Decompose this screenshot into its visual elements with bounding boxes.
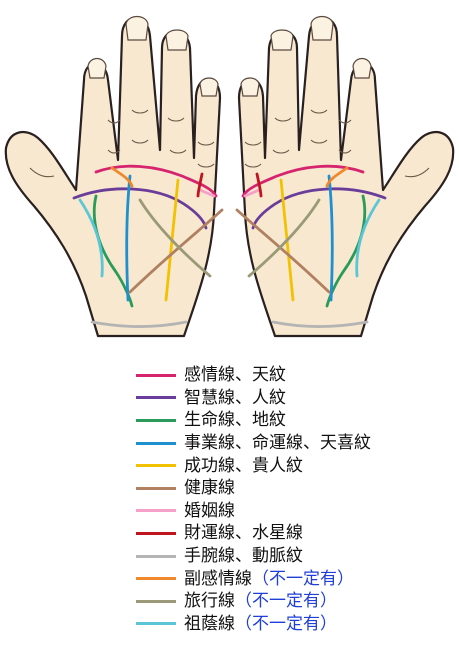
legend: 感情線、天紋 智慧線、人紋 生命線、地紋 事業線、命運線、天喜紋 成功線、貴人紋… (136, 364, 446, 635)
heart-line-mark (241, 164, 365, 198)
finger-crease (310, 139, 328, 144)
finger-crease (274, 117, 292, 122)
fingernail (199, 77, 219, 97)
fingernail (165, 29, 189, 51)
finger-crease (338, 119, 352, 124)
fate-line-label: 事業線、命運線、天喜紋 (184, 433, 371, 454)
ancestral-line-mark (355, 198, 381, 278)
finger-crease (197, 163, 215, 168)
wrist-line-mark (271, 320, 369, 328)
finger-crease (197, 141, 215, 146)
legend-item-heart-line: 感情線、天紋 (136, 364, 446, 387)
health-line-mark (128, 208, 224, 294)
fingernail (240, 77, 260, 97)
health-line-swatch (136, 486, 176, 490)
finger-crease (107, 149, 121, 154)
wealth-line-mark (196, 172, 204, 198)
head-line-mark (72, 187, 208, 230)
fingernail (352, 57, 372, 79)
legend-item-ancestral-line: 祖蔭線（不一定有） (136, 613, 446, 636)
right-hand (235, 15, 455, 338)
finger-crease (310, 109, 328, 114)
health-line-label: 健康線 (184, 478, 235, 499)
secondary-heart-line-label: 副感情線 (184, 568, 252, 589)
finger-crease (169, 149, 187, 154)
finger-crease (131, 109, 149, 114)
life-line-label: 生命線、地紋 (184, 410, 286, 431)
fingernail (87, 57, 107, 79)
finger-crease (404, 167, 430, 178)
fate-line-swatch (136, 441, 176, 445)
ancestral-line-swatch (136, 622, 176, 626)
heart-line-mark (94, 164, 218, 198)
fate-line-mark (327, 174, 334, 302)
fingernail (310, 15, 334, 41)
wrist-line-mark (90, 320, 188, 328)
ancestral-line-label: 祖蔭線 (184, 613, 235, 634)
legend-item-health-line: 健康線 (136, 477, 446, 500)
legend-item-wealth-line: 財運線、水星線 (136, 522, 446, 545)
travel-line-note: （不一定有） (235, 591, 337, 612)
finger-crease (167, 117, 185, 122)
life-line-swatch (136, 418, 176, 422)
wealth-line-label: 財運線、水星線 (184, 523, 303, 544)
travel-line-mark (138, 198, 212, 278)
heart-line-label: 感情線、天紋 (184, 365, 286, 386)
secondary-heart-line-mark (325, 166, 349, 188)
head-line-mark (251, 187, 387, 230)
finger-crease (338, 149, 352, 154)
travel-line-swatch (136, 599, 176, 603)
wrist-line-swatch (136, 554, 176, 558)
secondary-heart-line-mark (110, 166, 134, 188)
legend-item-head-line: 智慧線、人紋 (136, 387, 446, 410)
heart-line-swatch (136, 373, 176, 377)
secondary-heart-line-swatch (136, 577, 176, 581)
success-line-swatch (136, 464, 176, 468)
travel-line-mark (247, 198, 321, 278)
success-line-label: 成功線、貴人紋 (184, 455, 303, 476)
marriage-line-mark (243, 188, 261, 198)
fate-line-mark (125, 174, 132, 302)
marriage-line-mark (198, 188, 216, 198)
health-line-mark (235, 208, 331, 294)
ancestral-line-mark (78, 198, 104, 278)
finger-crease (107, 119, 121, 124)
legend-item-success-line: 成功線、貴人紋 (136, 454, 446, 477)
legend-item-travel-line: 旅行線（不一定有） (136, 590, 446, 613)
wrist-line-label: 手腕線、動脈紋 (184, 546, 303, 567)
wealth-line-mark (255, 172, 263, 198)
legend-item-secondary-heart-line: 副感情線（不一定有） (136, 567, 446, 590)
palm-lines-illustration (4, 15, 455, 338)
legend-item-life-line: 生命線、地紋 (136, 409, 446, 432)
finger-crease (272, 149, 290, 154)
finger-crease (29, 167, 55, 178)
legend-item-wrist-line: 手腕線、動脈紋 (136, 545, 446, 568)
left-hand (4, 15, 224, 338)
fingernail (270, 29, 294, 51)
finger-crease (244, 141, 262, 146)
head-line-label: 智慧線、人紋 (184, 387, 286, 408)
marriage-line-swatch (136, 509, 176, 513)
legend-item-marriage-line: 婚姻線 (136, 500, 446, 523)
finger-crease (244, 163, 262, 168)
secondary-heart-line-note: （不一定有） (252, 568, 354, 589)
marriage-line-label: 婚姻線 (184, 500, 235, 521)
ancestral-line-note: （不一定有） (235, 613, 337, 634)
legend-item-fate-line: 事業線、命運線、天喜紋 (136, 432, 446, 455)
travel-line-label: 旅行線 (184, 591, 235, 612)
fingernail (125, 15, 149, 41)
finger-crease (131, 139, 149, 144)
head-line-swatch (136, 396, 176, 400)
wealth-line-swatch (136, 531, 176, 535)
